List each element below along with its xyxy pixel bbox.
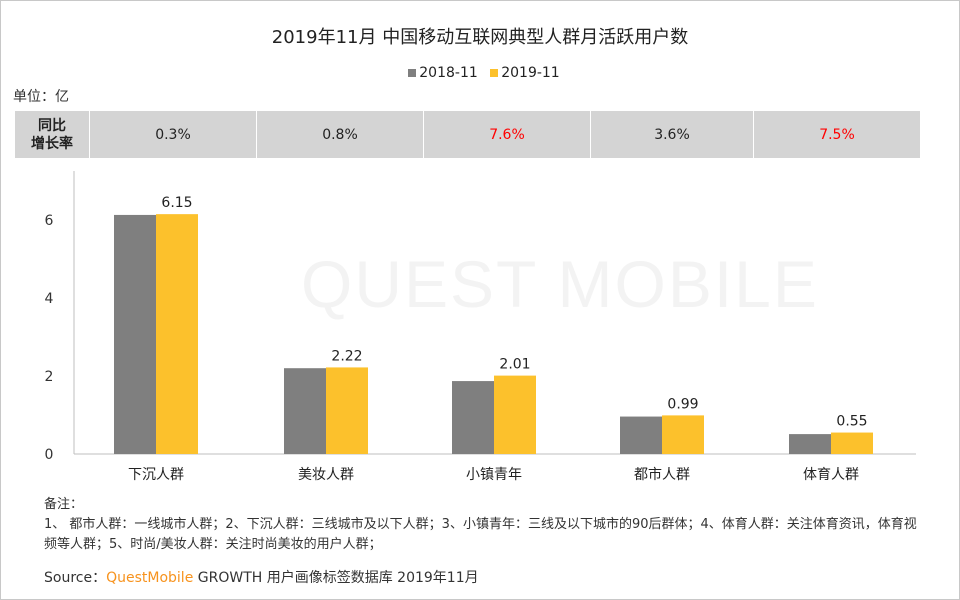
chart-title: 2019年11月 中国移动互联网典型人群月活跃用户数 [271, 27, 689, 48]
notes-heading: 备注： [44, 497, 84, 512]
notes-body: 1、 都市人群：一线城市人群；2、下沉人群：三线城市及以下人群；3、小镇青年：三… [44, 517, 917, 552]
bar-2019-11 [662, 415, 704, 454]
growth-header: 同比 增长率 [15, 111, 90, 158]
unit-label: 单位：亿 [13, 89, 69, 105]
data-label: 2.22 [331, 348, 362, 364]
growth-cell: 0.8% [257, 111, 424, 158]
growth-cell: 3.6% [591, 111, 754, 158]
data-label: 6.15 [161, 195, 192, 211]
y-tick-label: 2 [45, 369, 54, 385]
bar-2019-11 [156, 214, 198, 454]
y-tick-label: 4 [45, 291, 54, 307]
data-label: 0.99 [667, 396, 698, 412]
bar-2019-11 [494, 375, 536, 454]
x-tick-label: 下沉人群 [128, 467, 184, 481]
x-tick-label: 体育人群 [803, 467, 859, 481]
source: Source：QuestMobile GROWTH 用户画像标签数据库 2019… [44, 567, 479, 587]
data-label: 0.55 [836, 414, 867, 430]
growth-cell: 0.3% [90, 111, 257, 158]
y-tick-label: 6 [45, 213, 54, 229]
watermark: QUEST MOBILE [301, 247, 819, 321]
source-prefix: Source： [44, 570, 107, 586]
growth-table: 同比 增长率 0.3% 0.8% 7.6% 3.6% 7.5% [15, 111, 921, 158]
growth-cell: 7.6% [424, 111, 591, 158]
bar-2019-11 [326, 367, 368, 454]
data-label: 2.01 [499, 357, 530, 373]
growth-cell: 7.5% [754, 111, 921, 158]
bar-2018-11 [284, 368, 326, 454]
legend-label-2018: 2018-11 [419, 65, 478, 81]
x-tick-label: 都市人群 [634, 466, 690, 481]
source-brand: QuestMobile [106, 570, 194, 586]
x-tick-label: 美妆人群 [298, 467, 354, 481]
legend-label-2019: 2019-11 [501, 65, 560, 81]
y-tick-label: 0 [45, 447, 54, 463]
bar-2018-11 [789, 434, 831, 454]
bar-2018-11 [620, 416, 662, 454]
x-tick-label: 小镇青年 [466, 467, 522, 481]
bar-2018-11 [452, 381, 494, 454]
legend-swatch-2019 [490, 69, 499, 77]
growth-header-line1: 同比 [38, 117, 66, 134]
legend: 2018-11 2019-11 [1, 65, 959, 81]
bar-2018-11 [114, 214, 156, 454]
bar-2019-11 [831, 432, 873, 454]
notes: 备注： 1、 都市人群：一线城市人群；2、下沉人群：三线城市及以下人群；3、小镇… [44, 495, 924, 555]
growth-header-line2: 增长率 [31, 135, 73, 152]
bar-chart: 0 2 4 6 6.15 下沉人群 2.22 美妆人群 2.01 小镇青年 0.99 都市人群 0.55… [45, 171, 916, 481]
legend-swatch-2018 [408, 69, 417, 77]
source-rest: GROWTH 用户画像标签数据库 2019年11月 [197, 570, 479, 586]
